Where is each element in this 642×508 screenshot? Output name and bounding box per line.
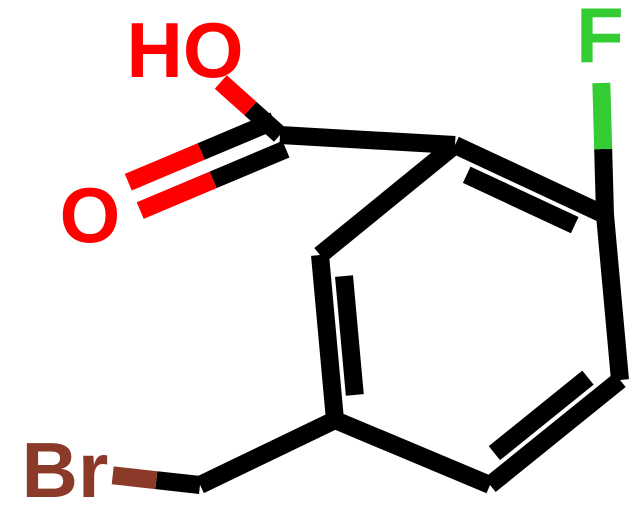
molecule-diagram: F HOO Br: [0, 0, 642, 508]
bond: [213, 149, 286, 180]
bond: [140, 180, 213, 211]
bond: [201, 121, 274, 152]
bond: [128, 151, 201, 182]
bond: [344, 276, 355, 395]
bond: [605, 215, 620, 380]
bond: [335, 420, 490, 485]
bond: [603, 149, 605, 215]
bond: [156, 480, 200, 485]
bond: [200, 420, 335, 485]
bond: [320, 255, 335, 420]
bond: [113, 475, 157, 480]
bond: [601, 83, 603, 149]
atom-label-o: O: [60, 171, 121, 259]
atom-label-o: HO: [127, 6, 244, 94]
bond: [280, 135, 455, 145]
bond: [320, 145, 455, 255]
atom-label-f: F: [576, 0, 624, 79]
atom-label-br: Br: [22, 426, 109, 508]
